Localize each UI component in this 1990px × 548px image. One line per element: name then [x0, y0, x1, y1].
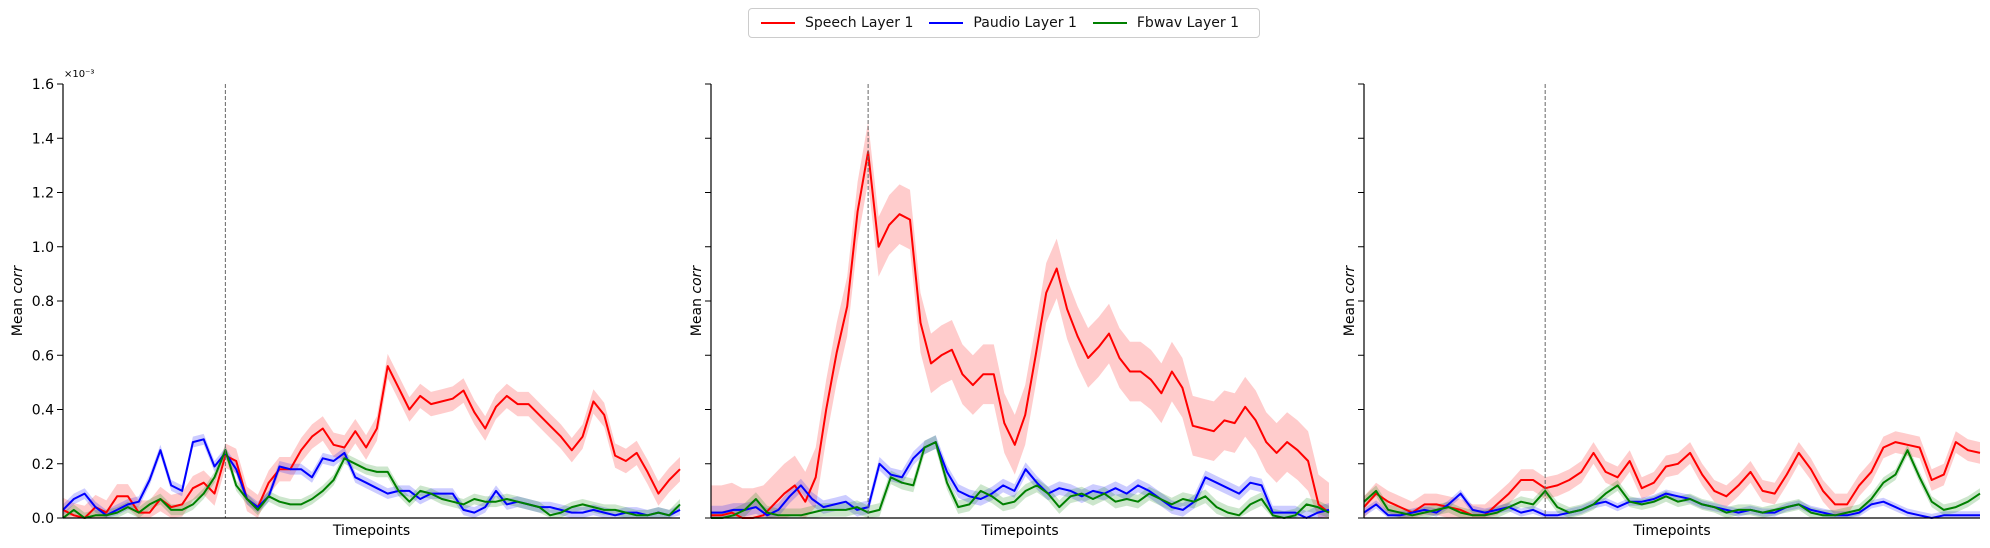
y-tick-label: 0.6 — [32, 348, 54, 364]
series-band-speech-layer-1 — [1364, 431, 1980, 518]
panel-2: Mean corr Timepoints — [689, 83, 1330, 539]
y-tick-label: 0.4 — [32, 403, 54, 419]
series-line-fbwav-layer-1 — [1363, 449, 1981, 517]
chart-legend: Speech Layer 1 Paudio Layer 1 Fbwav Laye… — [748, 8, 1260, 38]
legend-label-speech: Speech Layer 1 — [805, 15, 914, 31]
legend-swatch-fbwav — [1092, 22, 1127, 24]
panel-1: 0.0 0.2 0.4 0.6 0.8 1.0 1.2 1.4 1.6 ×10⁻³ Mean cor… — [10, 69, 681, 539]
legend-item-speech: Speech Layer 1 — [761, 15, 913, 31]
series-band-paudio-layer-1 — [711, 435, 1329, 518]
legend-swatch-speech — [761, 22, 795, 24]
x-axis-label: Timepoints — [332, 523, 410, 539]
legend-item-paudio: Paudio Layer 1 — [929, 15, 1077, 31]
series-line-paudio-layer-1 — [62, 438, 681, 517]
series-band-fbwav-layer-1 — [1364, 444, 1980, 518]
series-band-fbwav-layer-1 — [711, 435, 1329, 518]
panel-3: Mean corr Timepoints — [1342, 83, 1981, 539]
series-band-speech-layer-1 — [63, 353, 680, 518]
series-line-speech-layer-1 — [711, 150, 1330, 519]
y-tick-label: 0.0 — [32, 511, 54, 527]
y-axis-label: Mean corr — [1342, 265, 1358, 337]
series-band-speech-layer-1 — [711, 122, 1329, 518]
series-line-speech-layer-1 — [1363, 441, 1981, 517]
series-line-paudio-layer-1 — [711, 441, 1330, 519]
legend-swatch-paudio — [929, 22, 964, 24]
y-tick-label: 0.2 — [32, 457, 54, 473]
y-tick-label: 1.4 — [32, 131, 54, 147]
y-tick-label: 0.8 — [32, 294, 54, 310]
series-line-fbwav-layer-1 — [62, 449, 681, 519]
legend-item-fbwav: Fbwav Layer 1 — [1092, 15, 1239, 31]
series-line-fbwav-layer-1 — [711, 441, 1330, 519]
series-band-fbwav-layer-1 — [63, 444, 680, 518]
y-tick-label: 1.0 — [32, 240, 54, 256]
y-axis-label: Mean corr — [10, 265, 26, 337]
legend-label-fbwav: Fbwav Layer 1 — [1136, 15, 1239, 31]
y-scale-label: ×10⁻³ — [64, 69, 94, 80]
legend-label-paudio: Paudio Layer 1 — [973, 15, 1077, 31]
series-line-paudio-layer-1 — [1363, 492, 1980, 519]
y-axis-label: Mean corr — [689, 265, 705, 337]
y-tick-label: 1.2 — [32, 186, 54, 202]
x-axis-label: Timepoints — [980, 523, 1058, 539]
y-tick-label: 1.6 — [32, 77, 54, 93]
x-axis-label: Timepoints — [1632, 523, 1710, 539]
